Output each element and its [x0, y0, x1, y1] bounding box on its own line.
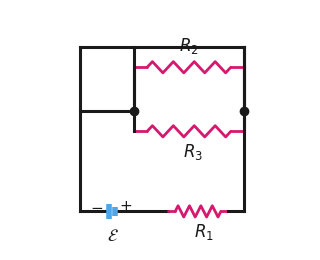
Text: $-$: $-$	[90, 199, 103, 214]
Text: $+$: $+$	[119, 199, 132, 214]
Text: $R_2$: $R_2$	[179, 36, 199, 56]
Text: $R_3$: $R_3$	[183, 142, 203, 162]
Text: $\mathcal{E}$: $\mathcal{E}$	[107, 228, 119, 245]
Text: $R_1$: $R_1$	[194, 222, 214, 242]
